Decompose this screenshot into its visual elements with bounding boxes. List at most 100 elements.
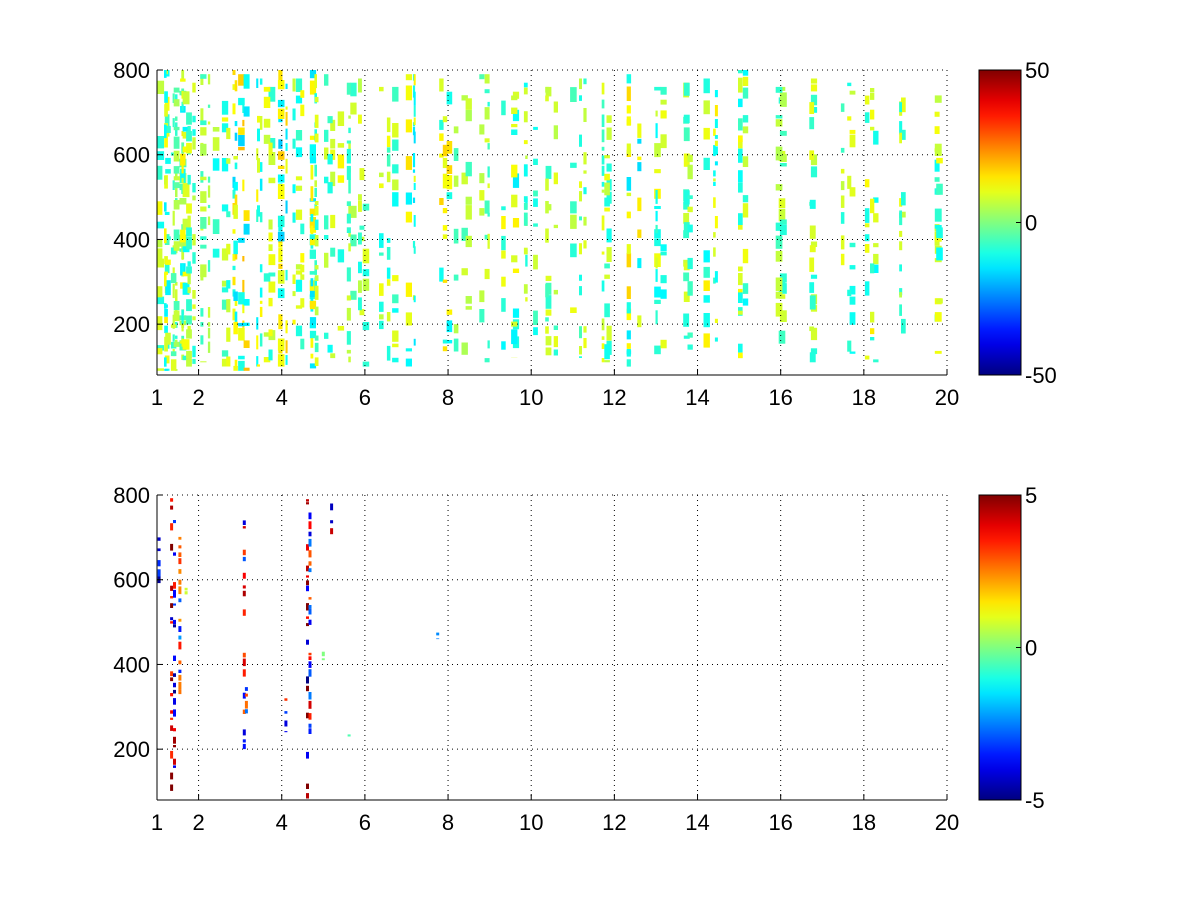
- heatmap-cell: [173, 166, 180, 174]
- heatmap-cell: [306, 565, 309, 572]
- heatmap-cell: [626, 330, 631, 340]
- heatmap-cell: [864, 244, 870, 253]
- heatmap-cell: [192, 304, 196, 309]
- heatmap-cell: [178, 660, 182, 665]
- heatmap-cell: [292, 108, 296, 121]
- heatmap-cell: [901, 97, 906, 113]
- heatmap-cell: [487, 166, 490, 178]
- heatmap-cell: [934, 95, 942, 103]
- heatmap-cell: [479, 124, 485, 135]
- heatmap-cell: [314, 180, 317, 187]
- heatmap-cell: [446, 175, 453, 190]
- heatmap-cell: [713, 145, 716, 157]
- heatmap-cell: [263, 118, 271, 128]
- heatmap-cell: [278, 248, 283, 263]
- heatmap-cell: [181, 263, 184, 272]
- x-tick-label: 18: [852, 385, 876, 410]
- heatmap-cell: [165, 157, 171, 164]
- heatmap-cell: [453, 148, 459, 161]
- heatmap-cell: [324, 74, 329, 86]
- heatmap-cell: [181, 249, 184, 260]
- heatmap-cell: [221, 117, 229, 122]
- x-tick-label: 6: [359, 810, 371, 835]
- heatmap-cell: [742, 195, 749, 203]
- heatmap-cell: [847, 116, 852, 121]
- heatmap-cell: [180, 153, 186, 166]
- heatmap-cell: [583, 216, 587, 226]
- heatmap-cell: [714, 271, 718, 283]
- heatmap-cell: [533, 190, 538, 197]
- heatmap-cell: [864, 223, 870, 228]
- colorbar-gradient: [978, 69, 1022, 376]
- heatmap-cell: [164, 317, 168, 324]
- heatmap-cell: [306, 685, 309, 692]
- x-tick-label: 8: [442, 385, 454, 410]
- heatmap-cell: [300, 298, 305, 308]
- heatmap-cell: [259, 178, 263, 191]
- heatmap-cell: [314, 96, 319, 103]
- heatmap-cell: [285, 320, 288, 334]
- heatmap-cell: [511, 329, 518, 345]
- heatmap-cell: [654, 299, 661, 304]
- heatmap-cell: [660, 289, 667, 299]
- heatmap-cell: [533, 126, 538, 130]
- heatmap-cell: [687, 195, 693, 199]
- heatmap-cell: [714, 146, 718, 155]
- heatmap-cell: [810, 327, 818, 341]
- heatmap-cell: [579, 95, 582, 101]
- heatmap-cell: [601, 155, 605, 165]
- heatmap-cell: [461, 95, 468, 101]
- heatmap-cell: [300, 223, 305, 235]
- heatmap-cell: [314, 277, 317, 291]
- heatmap-cell: [308, 669, 312, 677]
- heatmap-cell: [170, 772, 174, 780]
- heatmap-cell: [439, 153, 444, 158]
- heatmap-cell: [439, 133, 444, 141]
- heatmap-cell: [263, 96, 271, 108]
- heatmap-cell: [413, 246, 416, 254]
- heatmap-cell: [453, 324, 459, 334]
- heatmap-cell: [324, 215, 329, 230]
- heatmap-cell: [172, 283, 175, 299]
- heatmap-cell: [442, 346, 448, 352]
- heatmap-cell: [655, 190, 658, 204]
- heatmap-cell: [259, 162, 263, 172]
- heatmap-cell: [173, 241, 180, 251]
- heatmap-cell: [187, 261, 191, 267]
- heatmap-cell: [173, 520, 176, 524]
- heatmap-cell: [348, 127, 351, 134]
- heatmap-cell: [337, 175, 345, 183]
- heatmap-cell: [703, 313, 710, 328]
- heatmap-cell: [579, 134, 582, 147]
- heatmap-cell: [413, 215, 416, 227]
- heatmap-cell: [178, 669, 182, 673]
- heatmap-cell: [523, 82, 528, 88]
- heatmap-cell: [386, 135, 391, 148]
- heatmap-cell: [300, 274, 305, 280]
- heatmap-cell: [742, 203, 749, 218]
- heatmap-cell: [268, 329, 273, 337]
- heatmap-cell: [221, 100, 229, 115]
- heatmap-cell: [292, 212, 296, 223]
- heatmap-cell: [703, 127, 710, 140]
- heatmap-cell: [392, 357, 399, 363]
- heatmap-cell: [277, 231, 285, 242]
- heatmap-cell: [285, 128, 288, 140]
- heatmap-cell: [604, 173, 610, 181]
- heatmap-cell: [164, 70, 167, 78]
- heatmap-cell: [870, 328, 875, 335]
- heatmap-cell: [295, 209, 303, 220]
- heatmap-cell: [703, 295, 710, 303]
- heatmap-cell: [173, 136, 180, 149]
- heatmap-cell: [207, 327, 211, 339]
- heatmap-cell: [310, 278, 314, 287]
- heatmap-cell: [809, 257, 815, 272]
- heatmap-cell: [604, 360, 610, 363]
- heatmap-cell: [173, 87, 180, 93]
- heatmap-cell: [487, 183, 490, 189]
- heatmap-cell: [242, 179, 245, 192]
- heatmap-cell: [742, 283, 749, 294]
- heatmap-cell: [259, 264, 263, 273]
- heatmap-cell: [173, 301, 180, 311]
- heatmap-cell: [570, 201, 577, 214]
